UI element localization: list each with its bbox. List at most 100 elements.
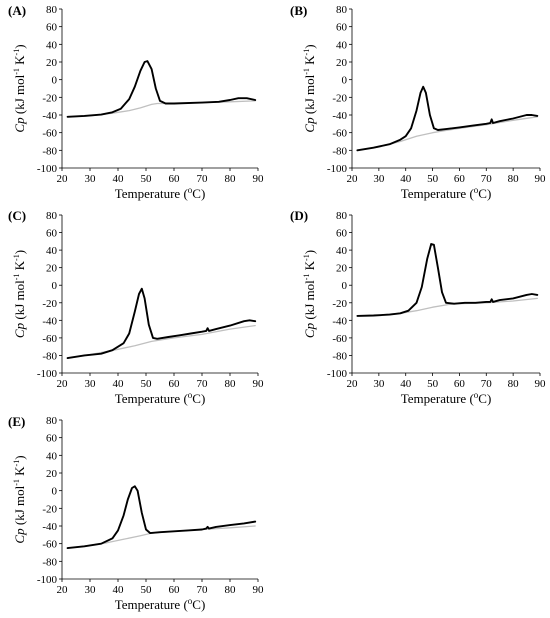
x-axis-title: Temperature (oC) — [115, 390, 206, 406]
x-tick-label: 80 — [508, 173, 520, 185]
panel-c: (C) -100 -80 -60 -40 -20 0 20 40 60 80 20 30 40 50 60 70… — [8, 208, 264, 406]
x-tick-label: 30 — [85, 584, 97, 596]
y-tick-label: -60 — [42, 539, 57, 551]
y-tick-label: -80 — [42, 350, 57, 362]
y-tick-label: 80 — [336, 210, 348, 222]
x-tick-label: 60 — [169, 378, 181, 390]
x-axis-title: Temperature (oC) — [401, 390, 492, 406]
panel-label: (B) — [290, 3, 307, 18]
y-tick-label: -40 — [42, 110, 57, 122]
y-tick-label: 40 — [336, 245, 348, 257]
y-tick-label: -60 — [332, 128, 347, 140]
y-tick-label: -60 — [42, 128, 57, 140]
x-tick-label: 90 — [535, 378, 547, 390]
y-tick-label: -100 — [37, 368, 58, 380]
x-tick-label: 90 — [535, 173, 547, 185]
y-tick-label: 40 — [46, 39, 58, 51]
y-tick-label: -80 — [42, 556, 57, 568]
y-tick-label: 0 — [52, 75, 58, 87]
x-tick-label: 60 — [169, 173, 181, 185]
y-tick-label: 40 — [46, 245, 58, 257]
x-tick-label: 60 — [454, 378, 466, 390]
baseline-line — [66, 324, 256, 359]
panel-label: (E) — [8, 414, 25, 429]
y-axis-title: Cp (kJ mol-1 K-1) — [12, 44, 27, 132]
x-tick-label: 50 — [427, 378, 439, 390]
x-tick-label: 60 — [454, 173, 466, 185]
x-tick-label: 30 — [373, 173, 385, 185]
y-tick-label: 20 — [46, 263, 58, 275]
thermogram-line — [66, 485, 257, 550]
x-tick-label: 80 — [508, 378, 520, 390]
y-tick-label: -20 — [332, 92, 347, 104]
y-tick-label: -60 — [42, 333, 57, 345]
panel-label: (D) — [290, 208, 308, 223]
panel-a: (A) -100 -80 -60 -40 -20 0 20 40 60 80 20 30 40 50 60 70… — [8, 3, 264, 201]
y-tick-label: 20 — [46, 468, 58, 480]
y-tick-label: 0 — [52, 486, 58, 498]
x-tick-label: 80 — [225, 378, 237, 390]
y-tick-label: 80 — [46, 4, 58, 16]
x-tick-label: 80 — [225, 173, 237, 185]
y-tick-label: 60 — [46, 433, 58, 445]
y-tick-label: -20 — [332, 298, 347, 310]
y-tick-label: -100 — [327, 163, 348, 175]
x-tick-label: 40 — [113, 378, 125, 390]
y-tick-label: 60 — [336, 228, 348, 240]
y-tick-label: 20 — [46, 57, 58, 69]
y-tick-label: 60 — [46, 22, 58, 34]
y-tick-label: -40 — [42, 315, 57, 327]
x-tick-label: 20 — [57, 378, 69, 390]
baseline-line — [356, 297, 538, 317]
panel-label: (A) — [8, 3, 26, 18]
thermogram-line — [66, 60, 257, 118]
x-tick-label: 20 — [347, 173, 359, 185]
y-tick-label: 0 — [342, 75, 348, 87]
y-tick-label: 40 — [336, 39, 348, 51]
y-tick-label: 80 — [336, 4, 348, 16]
x-tick-label: 90 — [253, 173, 265, 185]
y-tick-label: 60 — [336, 22, 348, 34]
y-tick-label: -80 — [332, 350, 347, 362]
x-tick-label: 20 — [57, 173, 69, 185]
x-axis-title: Temperature (oC) — [115, 596, 206, 612]
y-tick-label: -40 — [332, 315, 347, 327]
x-tick-label: 40 — [400, 173, 412, 185]
x-tick-label: 70 — [197, 173, 209, 185]
x-axis-title: Temperature (oC) — [401, 185, 492, 201]
y-tick-label: -100 — [37, 574, 58, 586]
panel-label: (C) — [8, 208, 26, 223]
y-axis-title: Cp (kJ mol-1 K-1) — [12, 250, 27, 338]
x-tick-label: 40 — [400, 378, 412, 390]
x-tick-label: 40 — [113, 173, 125, 185]
y-axis-title: Cp (kJ mol-1 K-1) — [302, 44, 317, 132]
x-tick-label: 50 — [141, 584, 153, 596]
x-tick-label: 30 — [85, 173, 97, 185]
y-tick-label: 40 — [46, 450, 58, 462]
x-tick-label: 70 — [197, 378, 209, 390]
y-tick-label: 60 — [46, 228, 58, 240]
y-tick-label: -20 — [42, 92, 57, 104]
x-tick-label: 50 — [427, 173, 439, 185]
x-tick-label: 50 — [141, 378, 153, 390]
panel-b: (B) -100 -80 -60 -40 -20 0 20 40 60 80 20 30 40 50 60 70… — [290, 3, 546, 201]
y-tick-label: -80 — [42, 145, 57, 157]
y-axis-title: Cp (kJ mol-1 K-1) — [302, 250, 317, 338]
x-tick-label: 70 — [481, 378, 493, 390]
y-tick-label: 20 — [336, 263, 348, 275]
y-tick-label: -80 — [332, 145, 347, 157]
x-tick-label: 20 — [347, 378, 359, 390]
thermogram-line — [66, 287, 257, 360]
x-tick-label: 40 — [113, 584, 125, 596]
y-tick-label: -60 — [332, 333, 347, 345]
y-tick-label: -20 — [42, 503, 57, 515]
y-tick-label: 80 — [46, 415, 58, 427]
y-tick-label: 20 — [336, 57, 348, 69]
x-tick-label: 90 — [253, 584, 265, 596]
x-tick-label: 50 — [141, 173, 153, 185]
x-tick-label: 70 — [481, 173, 493, 185]
y-tick-label: -40 — [332, 110, 347, 122]
y-tick-label: -40 — [42, 521, 57, 533]
x-tick-label: 80 — [225, 584, 237, 596]
